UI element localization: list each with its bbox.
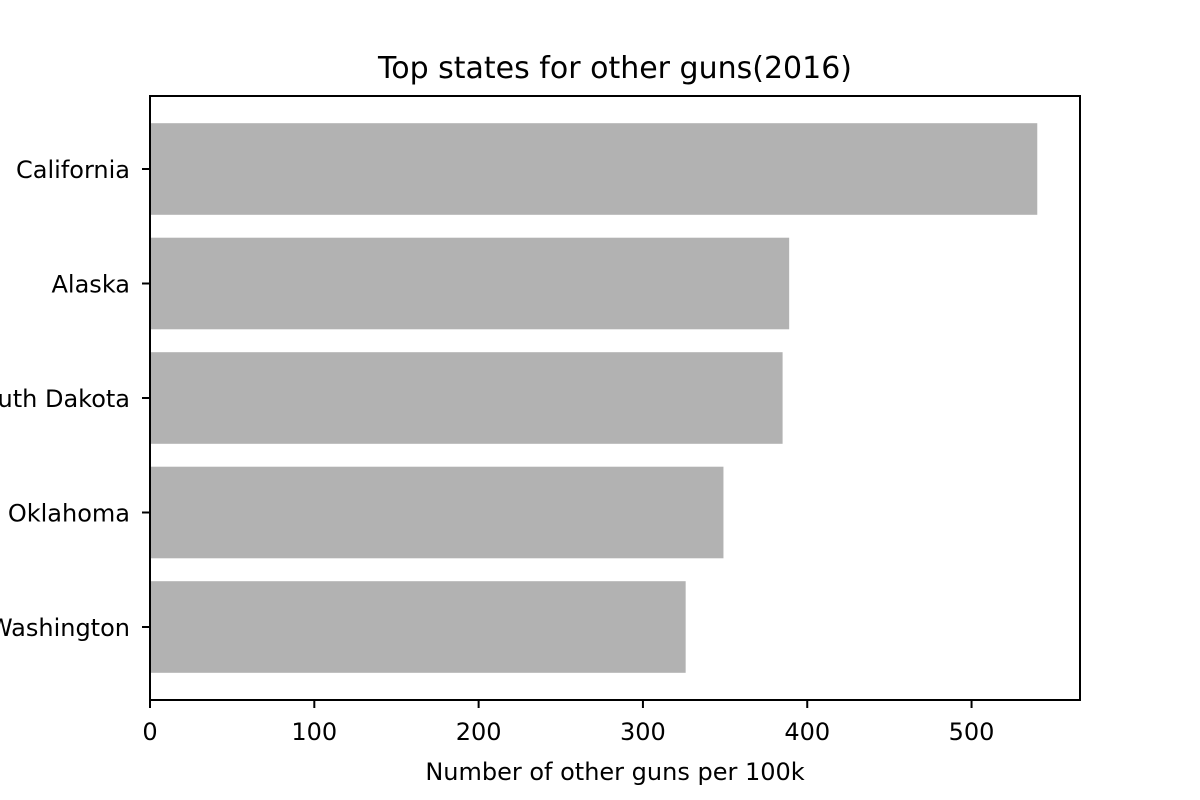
bar-washington (150, 581, 686, 673)
x-tick-label: 100 (291, 718, 337, 746)
x-tick-label: 300 (620, 718, 666, 746)
y-axis-ticks: California Alaska South Dakota Oklahoma Wash… (0, 156, 150, 642)
chart-title: Top states for other guns(2016) (377, 51, 852, 86)
y-tick-label: Washington (0, 614, 130, 642)
x-axis-ticks: 0 100 200 300 400 500 (142, 700, 994, 746)
bars-group (150, 123, 1038, 673)
x-tick-label: 500 (949, 718, 995, 746)
bar-alaska (150, 237, 790, 330)
bar-california (150, 123, 1038, 215)
y-tick-label: Oklahoma (8, 500, 130, 528)
y-tick-label: California (16, 156, 130, 184)
x-tick-label: 0 (142, 718, 157, 746)
x-axis-label: Number of other guns per 100k (425, 758, 804, 786)
bar-oklahoma (150, 466, 724, 559)
x-tick-label: 400 (784, 718, 830, 746)
y-tick-label: South Dakota (0, 385, 130, 413)
bar-south-dakota (150, 352, 783, 444)
y-tick-label: Alaska (52, 271, 130, 299)
plot-frame (149, 95, 1081, 701)
x-tick-label: 200 (456, 718, 502, 746)
